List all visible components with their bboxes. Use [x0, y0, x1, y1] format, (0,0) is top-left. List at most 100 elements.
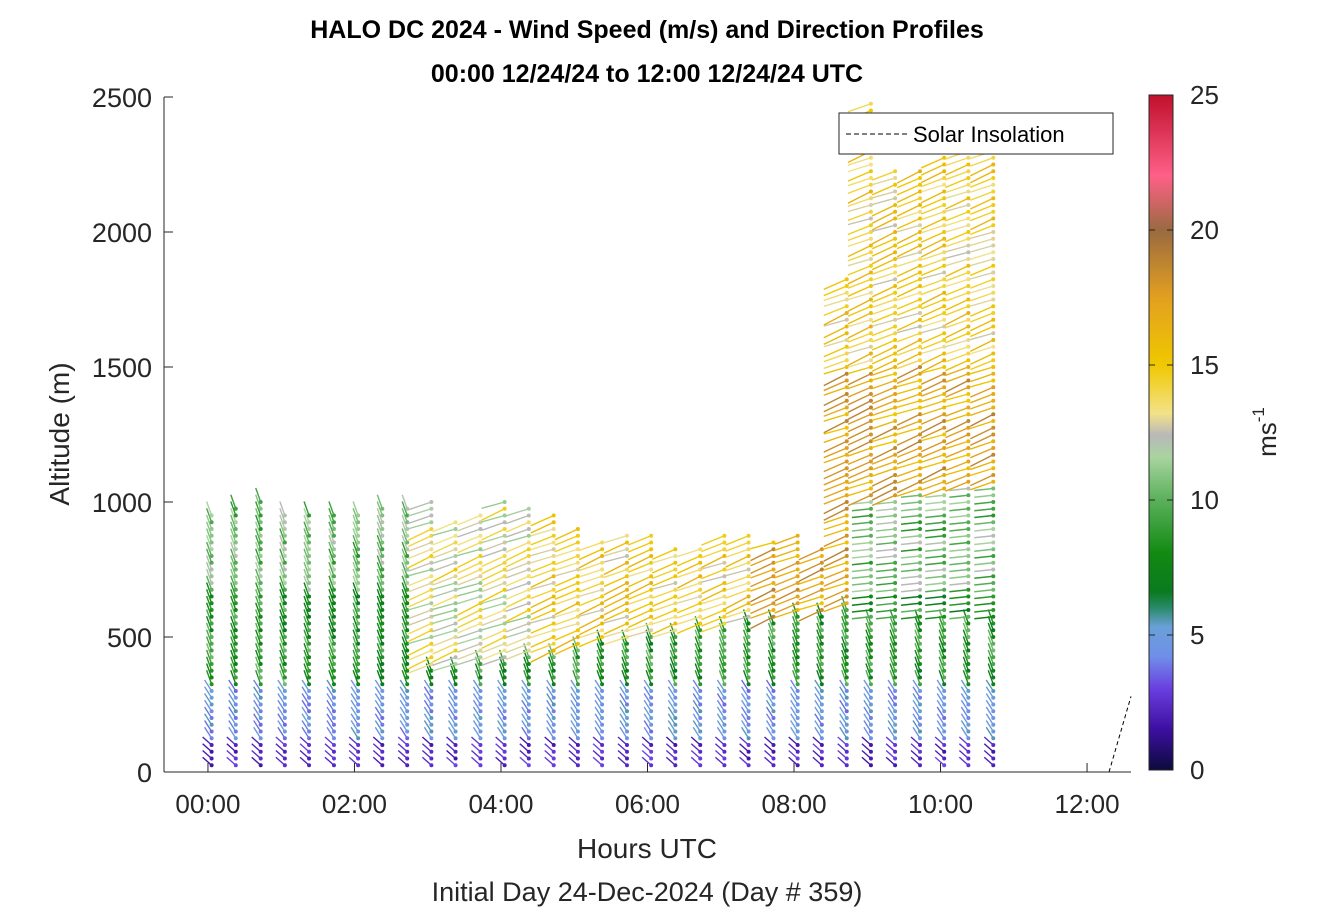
wind-barb-head — [991, 230, 996, 234]
wind-barb-head — [209, 722, 214, 727]
wind-barb-head — [526, 668, 531, 673]
wind-barb — [326, 699, 335, 712]
wind-barb-head — [795, 749, 800, 754]
wind-barb — [920, 204, 945, 215]
wind-barb — [277, 720, 286, 732]
wind-barb-head — [844, 371, 849, 376]
wind-barb-head — [991, 392, 996, 396]
y-tick-label: 500 — [107, 623, 152, 653]
wind-barb — [627, 582, 652, 596]
wind-barb-head — [722, 668, 727, 673]
wind-barb — [970, 346, 994, 355]
wind-barb — [447, 720, 457, 732]
wind-barb — [592, 736, 603, 746]
wind-barb-head — [918, 358, 923, 363]
wind-barb-head — [356, 709, 361, 714]
wind-barb-head — [429, 608, 434, 612]
wind-barb-head — [918, 304, 923, 309]
wind-barb — [960, 720, 969, 732]
wind-barb-head — [478, 628, 483, 633]
wind-barb — [376, 575, 383, 590]
wind-barb — [949, 528, 969, 532]
wind-barb — [421, 736, 432, 746]
wind-barb-head — [307, 641, 312, 646]
wind-barb-head — [966, 216, 971, 221]
wind-barb — [921, 325, 945, 334]
wind-barb — [205, 555, 213, 570]
wind-barb — [920, 312, 945, 323]
wind-barb-head — [453, 614, 458, 619]
wind-barb — [823, 474, 848, 486]
wind-barb-head — [624, 655, 629, 660]
wind-barb-head — [966, 459, 971, 464]
wind-barb-head — [331, 540, 336, 545]
wind-barb-head — [918, 675, 923, 680]
wind-barb-head — [868, 493, 873, 498]
wind-barb — [328, 636, 335, 651]
wind-barb-head — [258, 749, 263, 754]
wind-barb-head — [918, 662, 923, 666]
wind-barb-head — [282, 662, 287, 666]
wind-barb-head — [991, 587, 996, 592]
wind-barb-head — [698, 567, 703, 572]
wind-barb — [945, 157, 969, 167]
wind-barb-head — [942, 284, 947, 288]
wind-barb-head — [966, 527, 971, 531]
wind-barb — [421, 756, 432, 766]
wind-barb — [279, 514, 286, 530]
wind-barb — [544, 743, 555, 753]
wind-barb-head — [649, 614, 654, 619]
wind-barb — [970, 373, 994, 383]
wind-barb-head — [966, 695, 971, 700]
wind-barb-head — [844, 628, 849, 633]
wind-barb-head — [233, 689, 238, 693]
wind-barb-head — [918, 716, 923, 720]
wind-barb — [328, 521, 335, 536]
wind-barb-head — [478, 574, 483, 579]
wind-barb — [851, 521, 872, 525]
wind-barb-head — [673, 702, 678, 707]
wind-barb — [350, 713, 359, 726]
wind-barb-head — [526, 662, 531, 666]
wind-barb-head — [429, 682, 434, 687]
wind-barb — [871, 319, 896, 327]
wind-barb-head — [918, 682, 923, 687]
wind-barb — [301, 726, 310, 739]
wind-barb-head — [942, 209, 947, 214]
wind-barb-head — [478, 716, 483, 720]
wind-barb-head — [429, 520, 434, 525]
wind-barb — [350, 693, 359, 705]
wind-barb — [985, 726, 994, 739]
wind-barb-head — [502, 641, 507, 646]
wind-barb-head — [649, 574, 654, 579]
wind-barb-head — [966, 493, 971, 498]
wind-barb — [408, 643, 432, 656]
wind-barb-head — [209, 547, 214, 552]
wind-barb — [205, 609, 213, 624]
wind-barb-head — [698, 587, 703, 592]
wind-barb-head — [868, 243, 873, 248]
wind-barb — [303, 548, 310, 563]
wind-barb — [889, 663, 896, 678]
wind-barb-head — [844, 641, 849, 646]
wind-barb-head — [478, 641, 483, 646]
wind-barb — [376, 548, 383, 563]
wind-barb — [725, 602, 749, 615]
wind-barb-head — [209, 756, 214, 761]
wind-barb-head — [307, 587, 312, 592]
wind-barb — [352, 595, 359, 611]
wind-barb-head — [991, 513, 996, 518]
wind-barb-head — [868, 176, 873, 180]
wind-barb-head — [918, 729, 923, 734]
wind-barb-head — [356, 513, 361, 518]
wind-barb-head — [966, 304, 971, 309]
wind-barb — [896, 211, 921, 220]
wind-barb-head — [624, 695, 629, 700]
wind-barb-head — [966, 203, 971, 207]
wind-barb-head — [893, 432, 898, 437]
wind-barb — [925, 494, 945, 498]
wind-barb — [350, 679, 359, 692]
wind-barb — [446, 736, 457, 746]
wind-barb-head — [746, 716, 751, 720]
wind-barb — [603, 589, 628, 603]
